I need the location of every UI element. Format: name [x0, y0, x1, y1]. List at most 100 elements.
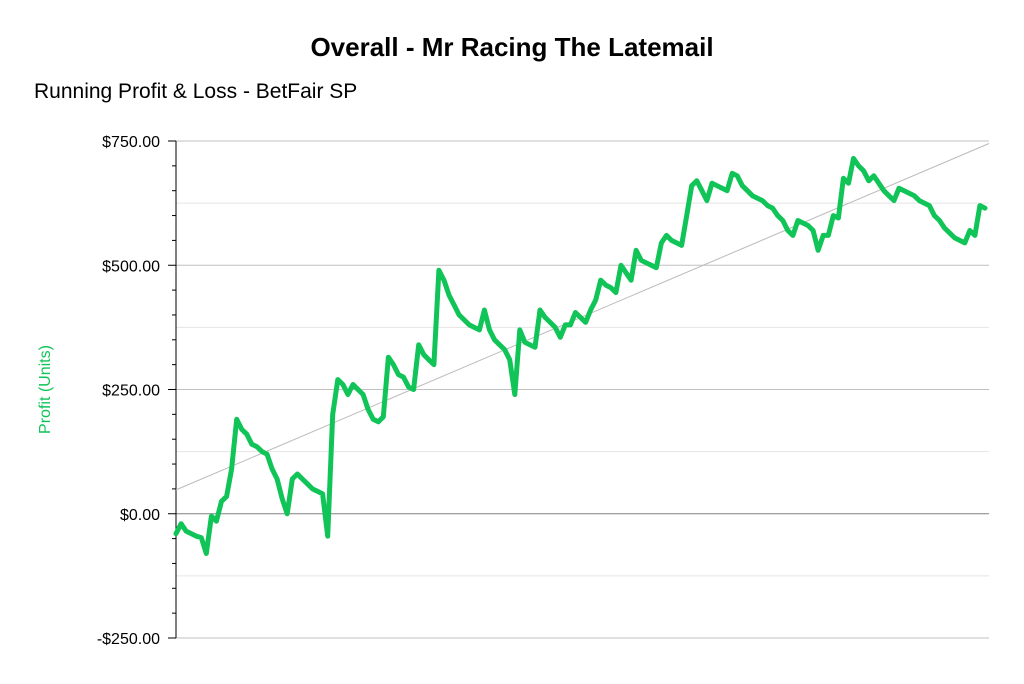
- data-point: [710, 182, 714, 185]
- data-point: [685, 214, 688, 217]
- data-point: [973, 234, 977, 237]
- data-point: [564, 323, 567, 327]
- data-point: [387, 355, 390, 359]
- data-point: [574, 311, 577, 314]
- y-axis-title: Profit (Units): [37, 345, 54, 434]
- data-point: [852, 157, 855, 160]
- data-point: [498, 343, 501, 346]
- data-point: [437, 269, 441, 272]
- data-point: [478, 328, 481, 332]
- data-point: [569, 323, 572, 327]
- data-point: [210, 515, 213, 518]
- data-point: [265, 452, 269, 456]
- data-point: [286, 512, 289, 515]
- data-point: [923, 201, 926, 205]
- data-point: [316, 490, 319, 493]
- data-point: [280, 497, 284, 501]
- y-tick-label: $0.00: [120, 507, 160, 524]
- data-point: [275, 477, 279, 481]
- y-tick-label: $500.00: [102, 258, 160, 275]
- data-point: [184, 529, 188, 533]
- data-point: [513, 393, 516, 396]
- data-point: [614, 291, 618, 294]
- data-point: [796, 219, 800, 222]
- data-point: [174, 532, 178, 535]
- data-point: [200, 536, 203, 539]
- data-point: [483, 308, 486, 312]
- data-point: [705, 199, 709, 202]
- y-tick-label: -$250.00: [97, 631, 160, 648]
- data-point: [953, 236, 956, 240]
- data-point: [559, 336, 562, 339]
- data-point: [730, 172, 734, 175]
- data-point: [806, 224, 810, 227]
- data-point: [862, 169, 865, 173]
- data-point: [533, 346, 537, 349]
- data-point: [402, 375, 405, 379]
- data-point: [255, 445, 259, 448]
- data-point: [756, 196, 759, 200]
- data-point: [584, 321, 587, 324]
- data-point: [629, 278, 633, 282]
- data-point: [609, 286, 613, 289]
- data-point: [882, 189, 886, 192]
- data-point: [447, 293, 451, 297]
- data-point: [488, 328, 491, 332]
- data-point: [680, 244, 683, 247]
- data-point: [579, 316, 582, 319]
- data-point: [781, 219, 784, 222]
- data-point: [215, 520, 218, 523]
- data-point: [331, 413, 334, 416]
- data-point: [366, 408, 370, 411]
- data-point: [892, 199, 896, 202]
- data-point: [554, 326, 557, 329]
- data-point: [503, 348, 506, 351]
- data-point: [392, 363, 395, 366]
- data-point: [270, 467, 274, 471]
- data-point: [543, 316, 547, 319]
- data-point: [311, 487, 314, 491]
- data-point: [422, 353, 425, 356]
- data-point: [715, 184, 719, 187]
- data-point: [624, 271, 628, 274]
- data-point: [943, 226, 946, 230]
- data-point: [427, 358, 431, 361]
- data-point: [291, 477, 294, 481]
- data-point: [412, 388, 415, 391]
- data-point: [245, 433, 248, 436]
- data-point: [645, 261, 648, 264]
- data-point: [968, 229, 972, 232]
- data-point: [872, 174, 875, 177]
- data-point: [897, 187, 901, 190]
- data-point: [660, 241, 663, 245]
- data-point: [468, 323, 471, 327]
- gridlines: [176, 140, 989, 639]
- data-point: [928, 204, 931, 207]
- data-point: [983, 206, 987, 210]
- data-point: [619, 264, 623, 267]
- data-point: [361, 393, 365, 396]
- data-point: [791, 234, 795, 237]
- data-point: [377, 420, 380, 424]
- data-point: [296, 472, 299, 476]
- data-point: [902, 189, 906, 192]
- data-point: [665, 234, 668, 237]
- data-point: [220, 500, 223, 503]
- data-point: [918, 199, 921, 202]
- data-point: [978, 204, 982, 207]
- data-point: [857, 164, 860, 168]
- y-axis: $750.00 $500.00 $250.00 $0.00 -$250.00: [97, 134, 177, 648]
- data-point: [751, 194, 754, 197]
- data-point: [887, 194, 891, 197]
- data-point: [766, 204, 769, 207]
- data-point: [321, 492, 324, 496]
- data-point: [351, 383, 355, 386]
- data-point: [417, 343, 420, 346]
- data-point: [761, 199, 764, 202]
- data-point: [650, 264, 653, 267]
- data-point: [518, 328, 522, 332]
- data-point: [346, 393, 350, 396]
- data-point: [771, 206, 774, 210]
- data-point: [397, 373, 400, 376]
- data-point: [493, 338, 496, 341]
